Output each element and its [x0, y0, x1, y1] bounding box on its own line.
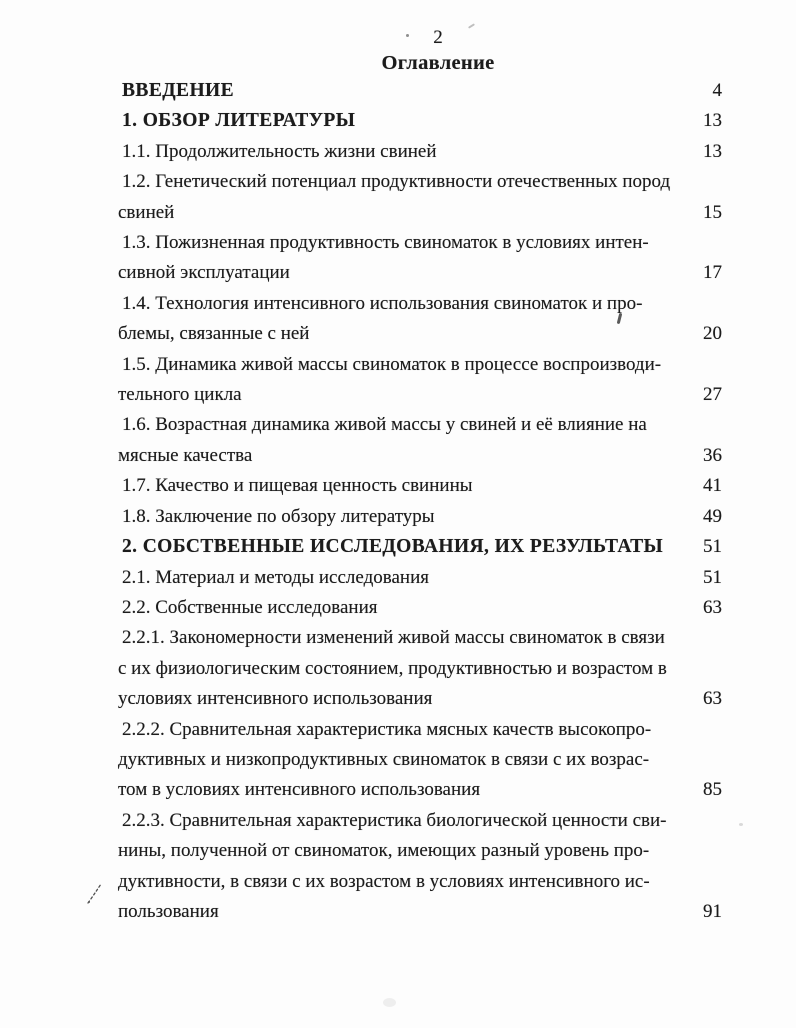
toc-entry-text: 1.7. Качество и пищевая ценность свинины	[122, 475, 473, 497]
toc-entry: 2.2.2. Сравнительная характеристика мясн…	[118, 715, 722, 806]
toc-entry: 1. ОБЗОР ЛИТЕРАТУРЫ 13	[118, 106, 722, 136]
toc-entry-text: ВВЕДЕНИЕ	[122, 80, 234, 101]
toc-entry-page-number: 13	[703, 140, 722, 162]
toc-entry: 1.5. Динамика живой массы свиноматок в п…	[118, 350, 722, 411]
toc-entry-text: 1.3. Пожизненная продуктивность свиномат…	[118, 232, 649, 284]
scan-smudge-icon	[383, 998, 396, 1007]
toc-entry-text: 1. ОБЗОР ЛИТЕРАТУРЫ	[122, 110, 356, 132]
toc-entry-page-number: 91	[703, 900, 722, 922]
toc-entry-text: 2. СОБСТВЕННЫЕ ИССЛЕДОВАНИЯ, ИХ РЕЗУЛЬТА…	[122, 536, 664, 558]
toc-entry-text: 1.6. Возрастная динамика живой массы у с…	[118, 414, 647, 466]
toc-entry-page-number: 17	[703, 262, 722, 284]
pen-squiggle-icon	[87, 883, 102, 904]
toc-entry-page-number: 27	[703, 384, 722, 406]
toc-entry-page-number: 36	[703, 444, 722, 466]
toc-entry-page-number: 51	[703, 536, 722, 558]
toc-title: Оглавление	[381, 52, 495, 74]
toc-entry-text: 2.1. Материал и методы исследования	[122, 566, 429, 588]
toc-entry: 2.2. Собственные исследования 63	[118, 593, 722, 623]
toc-entry-text: 1.5. Динамика живой массы свиноматок в п…	[118, 353, 662, 406]
toc-entry: 1.3. Пожизненная продуктивность свиномат…	[118, 228, 722, 289]
page-number: 2	[433, 27, 443, 48]
toc-entry-text: 1.4. Технология интенсивного использован…	[118, 292, 643, 345]
toc-entry: 1.4. Технология интенсивного использован…	[118, 289, 722, 350]
toc-entry-page-number: 63	[703, 596, 722, 618]
scan-speck-icon	[406, 34, 409, 37]
toc-entry-text: 1.8. Заключение по обзору литературы	[122, 505, 435, 527]
toc-entry: 1.6. Возрастная динамика живой массы у с…	[118, 410, 722, 471]
toc-entry-page-number: 20	[703, 323, 722, 345]
toc-entry: 1.2. Генетический потенциал продуктивнос…	[118, 167, 722, 228]
toc-entry: 1.8. Заключение по обзору литературы 49	[118, 502, 722, 532]
toc-entry-page-number: 41	[703, 475, 722, 497]
table-of-contents: ВВЕДЕНИЕ 4 1. ОБЗОР ЛИТЕРАТУРЫ 13 1.1. Продо…	[118, 76, 722, 927]
toc-entry: 2. СОБСТВЕННЫЕ ИССЛЕДОВАНИЯ, ИХ РЕЗУЛЬТА…	[118, 532, 722, 562]
scan-speck-icon	[739, 823, 743, 826]
toc-entry-text: 2.2.3. Сравнительная характеристика биол…	[118, 809, 667, 922]
toc-entry-text: 1.2. Генетический потенциал продуктивнос…	[118, 171, 671, 223]
toc-entry-text: 1.1. Продолжительность жизни свиней	[122, 140, 437, 162]
toc-entry: 2.2.3. Сравнительная характеристика биол…	[118, 806, 722, 928]
toc-entry-text: 2.2. Собственные исследования	[122, 596, 378, 618]
toc-entry-page-number: 13	[703, 110, 722, 132]
toc-entry-text: 2.2.2. Сравнительная характеристика мясн…	[118, 718, 652, 801]
toc-entry-page-number: 4	[712, 80, 723, 101]
toc-entry-page-number: 63	[703, 688, 722, 710]
toc-entry-page-number: 15	[703, 201, 722, 223]
toc-entry-page-number: 49	[703, 505, 722, 527]
toc-entry-page-number: 85	[703, 779, 722, 801]
toc-entry: 2.2.1. Закономерности изменений живой ма…	[118, 623, 722, 714]
toc-entry: 1.1. Продолжительность жизни свиней 13	[118, 137, 722, 167]
toc-entry-text: 2.2.1. Закономерности изменений живой ма…	[118, 627, 667, 710]
scan-speck-icon	[468, 23, 475, 29]
toc-entry: 1.7. Качество и пищевая ценность свинины…	[118, 471, 722, 501]
toc-entry: ВВЕДЕНИЕ 4	[118, 76, 722, 106]
toc-entry-page-number: 51	[703, 566, 722, 588]
toc-entry: 2.1. Материал и методы исследования 51	[118, 563, 722, 593]
